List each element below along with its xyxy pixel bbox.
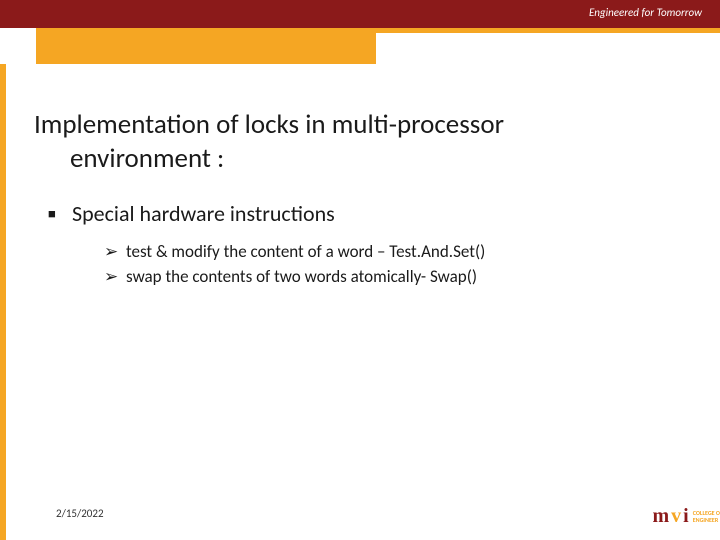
bullet-level-2: ➢ test & modify the content of a word – … (104, 241, 690, 262)
slide-content: ▪ Special hardware instructions ➢ test &… (48, 200, 690, 291)
title-line-2: environment : (34, 142, 690, 176)
left-orange-strip (0, 64, 6, 540)
header-orange-strip (376, 28, 720, 33)
bullet-level-2: ➢ swap the contents of two words atomica… (104, 266, 690, 287)
logo-letter-m: m (652, 505, 669, 528)
sub-list: ➢ test & modify the content of a word – … (104, 241, 690, 287)
arrow-bullet-icon: ➢ (104, 266, 126, 287)
college-logo: m v i COLLEGE O ENGINEER (652, 505, 720, 528)
logo-subtext: COLLEGE O ENGINEER (693, 510, 720, 523)
logo-letter-v: v (671, 505, 681, 528)
arrow-bullet-icon: ➢ (104, 241, 126, 262)
bullet-text: Special hardware instructions (72, 200, 335, 227)
header-orange-block (36, 28, 376, 64)
bullet-level-1: ▪ Special hardware instructions (48, 200, 690, 227)
footer-date: 2/15/2022 (56, 507, 104, 520)
slide-title: Implementation of locks in multi-process… (34, 108, 690, 176)
logo-letter-i: i (683, 505, 689, 528)
sub-bullet-text: swap the contents of two words atomicall… (126, 266, 477, 287)
square-bullet-icon: ▪ (48, 200, 72, 227)
sub-bullet-text: test & modify the content of a word – Te… (126, 241, 485, 262)
title-line-1: Implementation of locks in multi-process… (34, 108, 504, 141)
header-tagline: Engineered for Tomorrow (589, 6, 702, 19)
